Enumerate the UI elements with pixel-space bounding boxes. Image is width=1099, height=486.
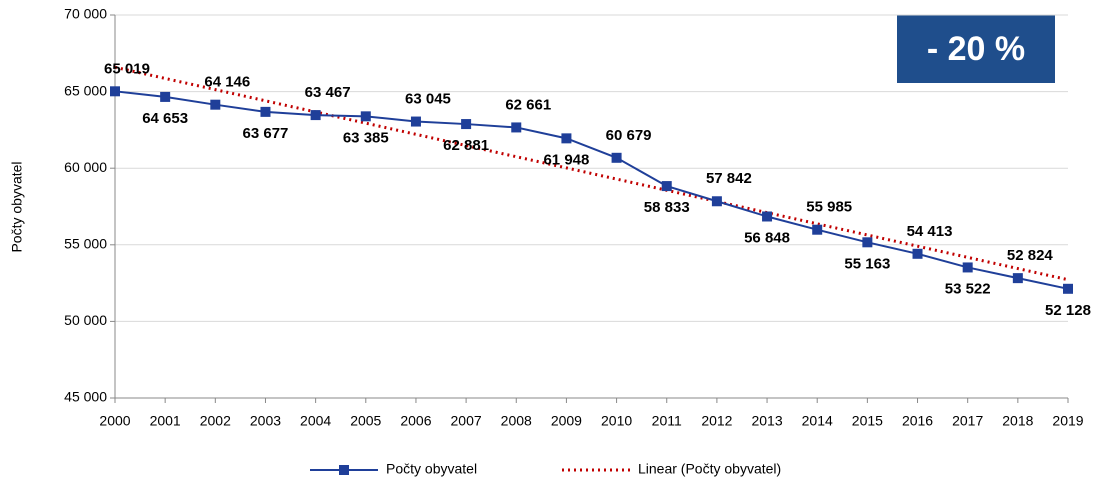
marker xyxy=(110,86,120,97)
value-label: 60 679 xyxy=(606,127,652,144)
x-tick-label: 2018 xyxy=(1002,413,1033,429)
series-line xyxy=(114,65,1069,282)
value-label: 53 522 xyxy=(945,280,991,297)
value-label: 56 848 xyxy=(744,229,790,246)
x-tick-label: 2017 xyxy=(952,413,983,429)
marker xyxy=(461,119,472,130)
y-tick-label: 60 000 xyxy=(64,159,107,175)
value-label: 52 128 xyxy=(1045,302,1091,319)
value-label: 63 467 xyxy=(305,84,351,101)
marker xyxy=(812,224,823,235)
value-label: 54 413 xyxy=(907,223,953,240)
x-tick-label: 2008 xyxy=(501,413,532,429)
y-tick-label: 55 000 xyxy=(64,236,107,252)
marker xyxy=(160,91,171,102)
x-tick-label: 2003 xyxy=(250,413,281,429)
y-tick-label: 65 000 xyxy=(64,82,107,98)
marker xyxy=(862,237,873,248)
annotation: - 20 % xyxy=(927,30,1025,68)
x-tick-label: 2001 xyxy=(150,413,181,429)
x-tick-label: 2012 xyxy=(701,413,732,429)
value-label: 64 146 xyxy=(204,74,250,91)
marker xyxy=(661,181,672,192)
annotation-box xyxy=(897,15,1055,83)
x-tick-label: 2010 xyxy=(601,413,632,429)
marker xyxy=(561,133,572,144)
marker xyxy=(210,99,221,110)
marker xyxy=(912,248,923,259)
y-axis-label: Počty obyvatel xyxy=(9,161,25,252)
legend-label: Linear (Počty obyvatel) xyxy=(638,461,781,477)
y-tick-label: 70 000 xyxy=(64,6,107,22)
x-tick-label: 2007 xyxy=(451,413,482,429)
marker xyxy=(1063,283,1073,294)
x-tick-label: 2019 xyxy=(1052,413,1083,429)
marker xyxy=(511,122,522,133)
value-label: 63 677 xyxy=(243,125,289,142)
value-label: 63 385 xyxy=(343,129,389,146)
x-tick-label: 2004 xyxy=(300,413,331,429)
value-label: 57 842 xyxy=(706,170,752,187)
marker xyxy=(611,152,622,163)
x-tick-label: 2009 xyxy=(551,413,582,429)
x-tick-label: 2006 xyxy=(400,413,431,429)
marker xyxy=(310,110,321,121)
y-tick-label: 45 000 xyxy=(64,389,107,405)
x-tick-label: 2013 xyxy=(751,413,782,429)
marker xyxy=(762,211,773,222)
legend-label: Počty obyvatel xyxy=(386,461,477,477)
x-tick-label: 2011 xyxy=(652,413,682,429)
marker xyxy=(711,196,722,207)
value-label: 55 985 xyxy=(806,199,852,216)
x-tick-label: 2014 xyxy=(802,413,833,429)
value-label: 55 163 xyxy=(844,255,890,272)
value-label: 58 833 xyxy=(644,199,690,216)
value-label: 62 661 xyxy=(505,96,551,113)
series-line xyxy=(114,90,1069,290)
x-tick-label: 2000 xyxy=(99,413,130,429)
value-label: 61 948 xyxy=(543,151,589,168)
marker xyxy=(962,262,973,273)
legend-marker xyxy=(339,465,349,475)
marker xyxy=(360,111,371,122)
value-label: 64 653 xyxy=(142,110,188,127)
value-label: 62 881 xyxy=(443,137,489,154)
x-tick-label: 2015 xyxy=(852,413,883,429)
marker xyxy=(1012,273,1023,284)
y-tick-label: 50 000 xyxy=(64,312,107,328)
marker xyxy=(410,116,421,127)
x-tick-label: 2016 xyxy=(902,413,933,429)
value-label: 65 019 xyxy=(104,60,150,77)
value-label: 52 824 xyxy=(1007,247,1054,264)
x-tick-label: 2005 xyxy=(350,413,381,429)
value-label: 63 045 xyxy=(405,91,451,108)
marker xyxy=(260,106,271,117)
x-tick-label: 2002 xyxy=(200,413,231,429)
